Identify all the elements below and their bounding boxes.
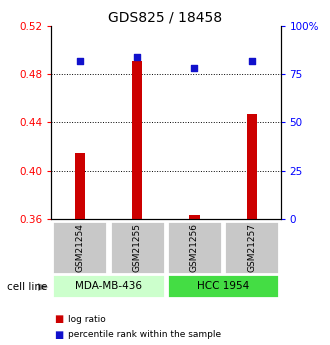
Bar: [132, 61, 142, 219]
Point: [77, 58, 82, 63]
Text: percentile rank within the sample: percentile rank within the sample: [68, 330, 221, 339]
Text: cell line: cell line: [7, 282, 47, 292]
Text: MDA-MB-436: MDA-MB-436: [75, 282, 142, 291]
Text: ■: ■: [54, 330, 64, 339]
Bar: [247, 114, 257, 219]
Bar: [52, 221, 107, 274]
Polygon shape: [38, 283, 49, 291]
Point: [135, 54, 140, 60]
Text: GSM21254: GSM21254: [75, 223, 84, 272]
Text: log ratio: log ratio: [68, 315, 105, 324]
Bar: [52, 274, 165, 298]
Bar: [167, 221, 222, 274]
Bar: [167, 274, 280, 298]
Point: [249, 58, 254, 63]
Bar: [189, 215, 200, 219]
Text: GSM21255: GSM21255: [133, 223, 142, 272]
Text: HCC 1954: HCC 1954: [197, 282, 249, 291]
Bar: [224, 221, 280, 274]
Text: GSM21256: GSM21256: [190, 223, 199, 272]
Text: GDS825 / 18458: GDS825 / 18458: [108, 10, 222, 24]
Point: [192, 66, 197, 71]
Text: GSM21257: GSM21257: [247, 223, 256, 272]
Bar: [110, 221, 165, 274]
Text: ■: ■: [54, 314, 64, 324]
Bar: [75, 152, 85, 219]
